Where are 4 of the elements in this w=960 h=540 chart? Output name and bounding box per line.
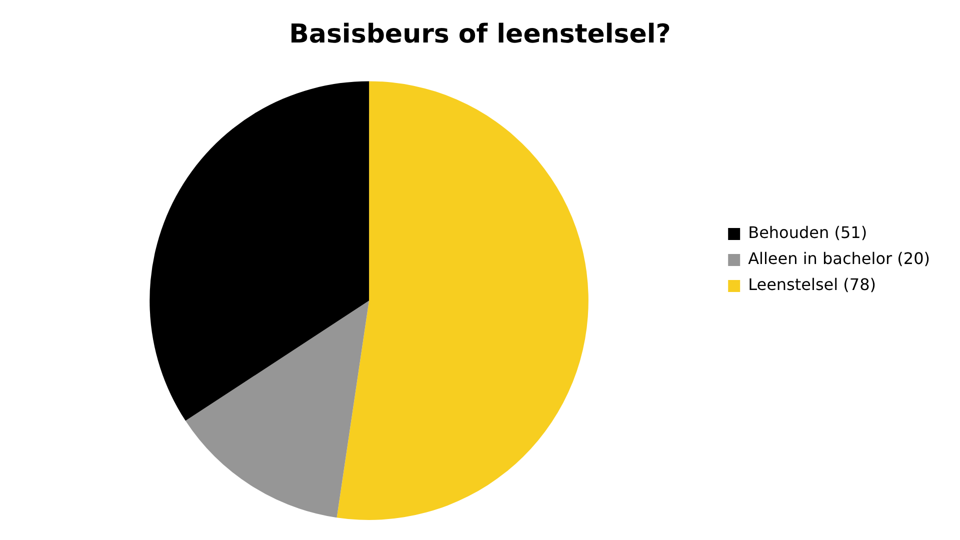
chart-title: Basisbeurs of leenstelsel? [289, 19, 671, 50]
legend-label: Alleen in bachelor (20) [748, 249, 930, 268]
legend-label: Behouden (51) [748, 223, 868, 242]
legend-label: Leenstelsel (78) [748, 275, 876, 294]
